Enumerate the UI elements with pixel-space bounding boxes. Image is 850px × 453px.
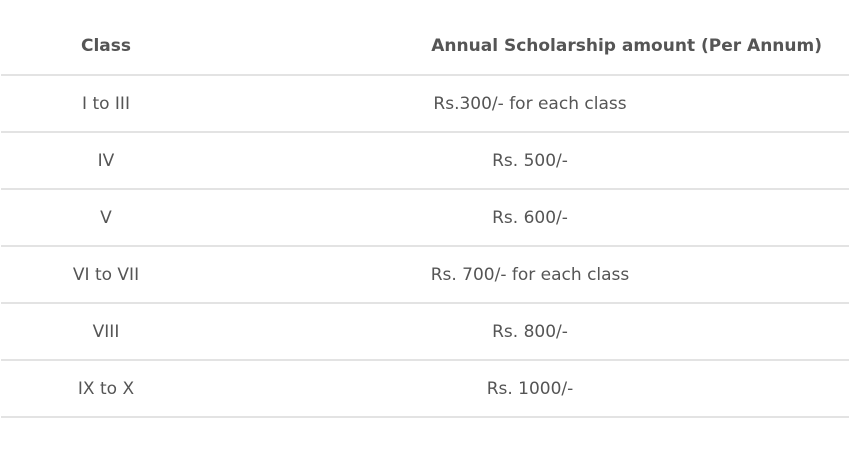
amount-cell: Rs. 600/- bbox=[211, 189, 849, 247]
class-cell: VI to VII bbox=[1, 246, 211, 304]
table-body: I to III Rs.300/- for each class IV Rs. … bbox=[1, 75, 849, 418]
amount-cell: Rs. 800/- bbox=[211, 303, 849, 361]
amount-cell: Rs. 1000/- bbox=[211, 360, 849, 418]
table-header: Class Annual Scholarship amount (Per Ann… bbox=[1, 18, 849, 76]
class-cell: IV bbox=[1, 132, 211, 190]
header-row: Class Annual Scholarship amount (Per Ann… bbox=[1, 18, 849, 76]
amount-cell: Rs.300/- for each class bbox=[211, 75, 849, 133]
column-header-amount: Annual Scholarship amount (Per Annum) bbox=[211, 18, 849, 76]
table-row: IX to X Rs. 1000/- bbox=[1, 360, 849, 418]
scholarship-table: Class Annual Scholarship amount (Per Ann… bbox=[1, 18, 849, 418]
class-cell: I to III bbox=[1, 75, 211, 133]
table-row: V Rs. 600/- bbox=[1, 189, 849, 247]
table-row: VIII Rs. 800/- bbox=[1, 303, 849, 361]
class-cell: IX to X bbox=[1, 360, 211, 418]
amount-cell: Rs. 500/- bbox=[211, 132, 849, 190]
class-cell: VIII bbox=[1, 303, 211, 361]
scholarship-table-container: Class Annual Scholarship amount (Per Ann… bbox=[0, 18, 850, 453]
column-header-class: Class bbox=[1, 18, 211, 76]
table-row: VI to VII Rs. 700/- for each class bbox=[1, 246, 849, 304]
table-row: IV Rs. 500/- bbox=[1, 132, 849, 190]
class-cell: V bbox=[1, 189, 211, 247]
table-row: I to III Rs.300/- for each class bbox=[1, 75, 849, 133]
amount-cell: Rs. 700/- for each class bbox=[211, 246, 849, 304]
